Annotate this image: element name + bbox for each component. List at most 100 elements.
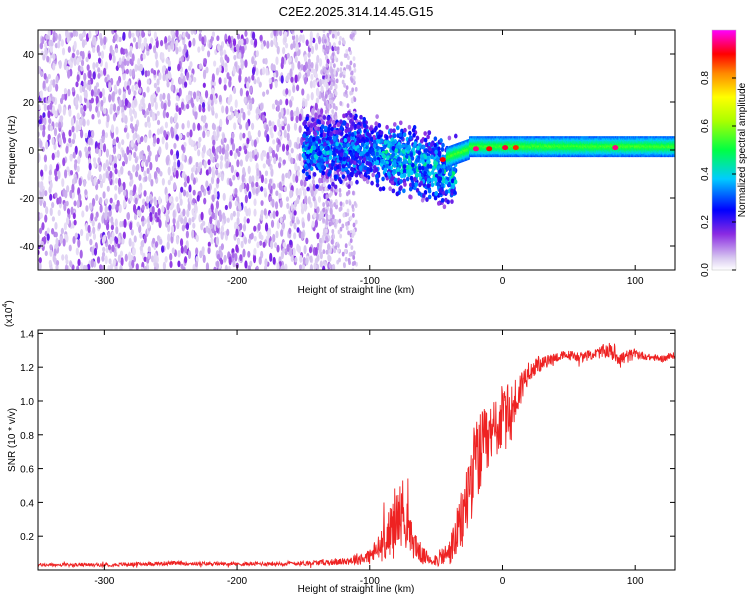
spectrogram-cell (386, 171, 391, 177)
spectrogram-cell (142, 53, 146, 60)
spectrogram-cell (65, 200, 69, 207)
spectrogram-cell (51, 105, 56, 115)
spectrogram-cell (43, 73, 47, 80)
spectrogram-cell (249, 102, 253, 111)
spectrogram-cell (248, 175, 252, 185)
spectrogram-cell (264, 170, 269, 177)
spectrogram-cell (46, 55, 50, 63)
spectrogram-cell (112, 54, 116, 64)
spectrogram-cell (132, 164, 136, 173)
spectrogram-cell (270, 63, 274, 71)
spectrogram-cell (286, 202, 290, 210)
spectrogram-cell (255, 187, 259, 195)
spectrogram-cell (123, 80, 128, 90)
spectrogram-cell (395, 125, 400, 131)
spectrogram-cell (342, 70, 346, 75)
spectrogram-cell (61, 178, 65, 188)
spectrogram-cell (180, 186, 184, 193)
spectrogram-cell (312, 171, 317, 177)
spectrogram-cell (278, 192, 282, 200)
spectrogram-cell (393, 177, 398, 183)
spectrogram-cell (286, 132, 290, 142)
spectrogram-cell (241, 173, 245, 183)
spectrogram-cell (290, 43, 294, 50)
spectrogram-cell (155, 39, 159, 49)
spectrogram-cell (292, 84, 296, 93)
spectrogram-cell (110, 224, 114, 231)
spectrogram-cell (81, 39, 86, 48)
spectrogram-cell (126, 212, 131, 221)
spectrogram-cell (104, 211, 108, 221)
spectrogram-cell (307, 196, 311, 205)
spectrogram-cell (238, 51, 242, 60)
spectrogram-cell (266, 40, 270, 49)
spectrogram-cell (330, 239, 334, 245)
spectrogram-cell (200, 222, 204, 231)
spectrogram-cell (51, 216, 55, 222)
spectrogram-cell (366, 131, 370, 137)
spectrogram-cell (158, 146, 162, 156)
spectrogram-cell (322, 74, 326, 80)
spectrogram-cell (156, 86, 161, 93)
spectrogram-cell (318, 58, 323, 67)
spectrogram-cell (408, 186, 413, 192)
spectrogram-cell (232, 38, 237, 47)
spectrogram-cell (195, 247, 199, 256)
spectrogram-cell (45, 141, 49, 150)
spectrogram-cell (391, 140, 396, 146)
spectrogram-cell (428, 171, 432, 177)
spectrogram-cell (92, 226, 96, 235)
spectrogram-cell (153, 82, 157, 89)
spectrogram-cell (186, 131, 190, 138)
spectrogram-cell (403, 182, 407, 187)
spectrogram-cell (243, 145, 247, 151)
spectrogram-cell (175, 122, 179, 130)
spectrogram-cell (308, 141, 313, 147)
spectrogram-cell (307, 212, 311, 222)
spectrogram-cell (310, 155, 315, 160)
spectrogram-cell (240, 240, 244, 249)
spectrogram-cell (211, 110, 215, 116)
spectrogram-cell (328, 249, 332, 254)
spectrogram-cell (316, 88, 320, 97)
spectrogram-cell (170, 41, 174, 50)
spectrogram-cell (245, 208, 249, 217)
spectrogram-cell (322, 44, 326, 50)
spectrogram-cell (99, 37, 104, 46)
spectrogram-cell (433, 136, 438, 142)
spectrogram-cell (234, 187, 238, 195)
spectrogram-cell (280, 229, 284, 237)
spectrogram-cell (51, 152, 55, 161)
spectrogram-cell (228, 80, 232, 88)
spectrogram-cell (156, 138, 160, 145)
spectrogram-cell (76, 57, 80, 66)
spectrogram-cell (214, 112, 219, 119)
spectrogram-cell (153, 252, 157, 260)
spectrogram-cell (365, 179, 370, 185)
spectrogram-cell (92, 36, 96, 46)
spectrogram-cell (260, 42, 264, 50)
spectrogram-cell (438, 176, 443, 182)
spectrogram-cell (301, 100, 306, 108)
spectrogram-cell (331, 119, 336, 125)
spectrogram-cell (402, 168, 407, 174)
spectrogram-cell (254, 154, 258, 162)
spectrogram-cell (46, 227, 50, 234)
spectrogram-cell (179, 198, 183, 206)
spectrogram-cell (418, 182, 422, 188)
spectrogram-cell (335, 78, 339, 84)
spectrogram-cell (80, 262, 84, 270)
spectrogram-cell (61, 254, 65, 261)
spectrogram-cell (123, 190, 127, 197)
spectrogram-cell (84, 265, 88, 270)
spectrogram-cell (41, 36, 45, 45)
spectrogram-cell (170, 225, 175, 235)
spectrogram-cell (434, 149, 438, 155)
spectrogram-cell (282, 214, 286, 221)
spectrogram-cell (250, 38, 254, 46)
spectrogram-cell (368, 126, 373, 132)
spectrogram-cell (173, 182, 177, 191)
spectrogram-cell (392, 128, 396, 134)
spectrogram-cell (167, 179, 171, 186)
spectrogram-cell (76, 49, 80, 56)
